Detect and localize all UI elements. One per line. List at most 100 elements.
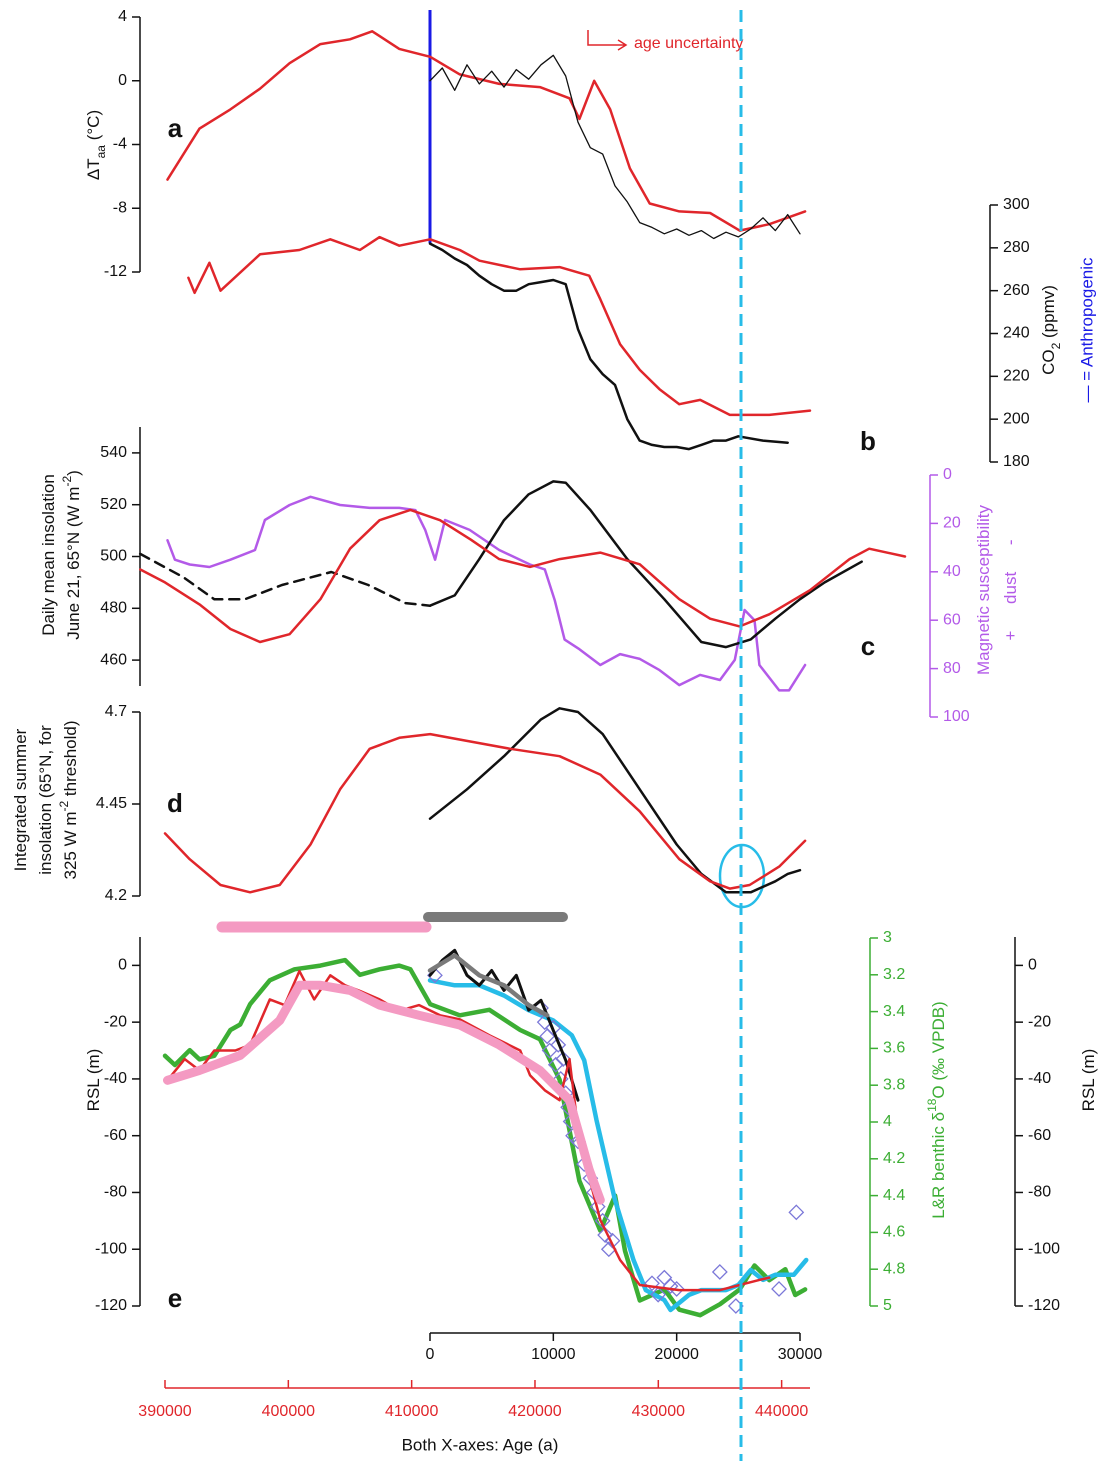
diamond-point [771,1281,787,1297]
y-tick-label: 4 [118,8,127,25]
series-line [187,235,812,417]
y-tick-label: 4.2 [105,887,127,904]
series-line [428,242,789,451]
y-tick-label: 4 [883,1113,892,1130]
y-tick-label: -20 [104,1013,127,1030]
y-tick-label: -60 [1028,1127,1051,1144]
label-part: (°C) [84,110,103,145]
panel-letter: e [168,1283,182,1313]
label-superscript: 18 [925,1098,939,1112]
x-axis-title: Both X-axes: Age (a) [402,1435,559,1454]
diamond-point [604,1232,621,1249]
series-line [166,495,807,692]
y-tick-label: 40 [943,563,961,580]
x-tick-label: 410000 [385,1403,438,1420]
x-tick-label: 430000 [632,1403,685,1420]
label-part: L&R benthic δ [929,1112,948,1219]
y-axis-label: 325 W m-2 threshold) [57,720,80,879]
x-tick-label: 420000 [508,1403,561,1420]
y-tick-label: 0 [1028,957,1037,974]
y-tick-label: 0 [943,466,952,483]
series-line [428,480,863,649]
panel-letter: b [860,426,876,456]
panel-letter: d [167,788,183,818]
panel-letter: a [168,113,183,143]
y-tick-label: 5 [883,1297,892,1314]
y-tick-label: -120 [1028,1297,1060,1314]
y-tick-label: 4.2 [883,1150,905,1167]
y-tick-label: 3.8 [883,1076,905,1093]
diamond-point [650,1286,667,1303]
series-line [429,54,801,240]
label-subscript: aa [94,145,108,159]
x-tick-label: 0 [426,1346,435,1363]
y-tick-label: 300 [1003,196,1030,213]
series-line [138,552,432,607]
label-part: insolation (65°N, for [36,725,55,875]
label-superscript: -2 [57,800,71,811]
y-tick-label: 240 [1003,325,1030,342]
y-tick-label: 100 [943,708,970,725]
series-line [166,30,807,232]
label-part: RSL (m) [1079,1049,1098,1112]
y-tick-label: -4 [113,136,127,153]
x-tick-label: 400000 [262,1403,315,1420]
series-line [139,508,907,644]
y-tick-label: -8 [113,199,127,216]
y-tick-label: 3.2 [883,966,905,983]
diamond-point [597,1227,614,1243]
y-tick-label: 500 [100,548,127,565]
y-tick-label: 4.6 [883,1224,905,1241]
y-tick-label: 80 [943,660,961,677]
y-axis-label: L&R benthic δ18O (‰ VPDB) [925,1001,948,1218]
label-part: threshold) [61,720,80,800]
x-tick-label: 20000 [654,1346,699,1363]
label-part: 325 W m [61,811,80,879]
y-tick-label: -80 [104,1184,127,1201]
x-tick-label: 440000 [755,1403,808,1420]
y-tick-label: 3.6 [883,1040,905,1057]
series-line [162,957,808,1318]
y-tick-label: 220 [1003,368,1030,385]
y-tick-label: -40 [1028,1070,1051,1087]
diamond-point [545,1019,562,1036]
y-tick-label: 520 [100,496,127,513]
series-line [166,969,771,1292]
diamond-point [711,1264,728,1280]
side-note: — = Anthropogenic [1077,257,1096,403]
y-axis-label: ΔTaa (°C) [84,110,108,180]
label-part: RSL (m) [84,1049,103,1112]
series-line [427,978,809,1313]
y-axis-label: Daily mean insolation [39,474,58,636]
y-tick-label: 4.45 [96,795,127,812]
series-line [163,980,605,1205]
y-tick-label: 4.8 [883,1260,905,1277]
diamond-point [550,1036,567,1053]
label-part: ΔT [84,158,103,180]
y-tick-label: 4.7 [105,703,127,720]
y-tick-label: 480 [100,600,127,617]
y-tick-label: 460 [100,651,127,668]
annotation-arrow [587,30,628,51]
label-part: Daily mean insolation [39,474,58,636]
label-part: + dust - [1001,539,1020,640]
y-tick-label: -100 [95,1240,127,1257]
series-line [428,707,802,894]
label-subscript: 2 [1049,342,1063,349]
diamond-point [668,1281,685,1297]
label-part: (ppmv) [1039,285,1058,343]
y-axis-label: insolation (65°N, for [36,725,55,875]
diamond-point [644,1275,660,1292]
series-line [428,948,580,1102]
y-axis-label: + dust - [1001,539,1020,640]
y-tick-label: 20 [943,515,961,532]
diamond-point [547,1056,564,1073]
y-tick-label: 60 [943,611,961,628]
label-part: ) [64,470,83,476]
y-tick-label: 3.4 [883,1003,905,1020]
annotation: age uncertainty [634,35,743,52]
y-tick-label: -20 [1028,1013,1051,1030]
y-tick-label: 0 [118,957,127,974]
y-tick-label: 180 [1003,453,1030,470]
